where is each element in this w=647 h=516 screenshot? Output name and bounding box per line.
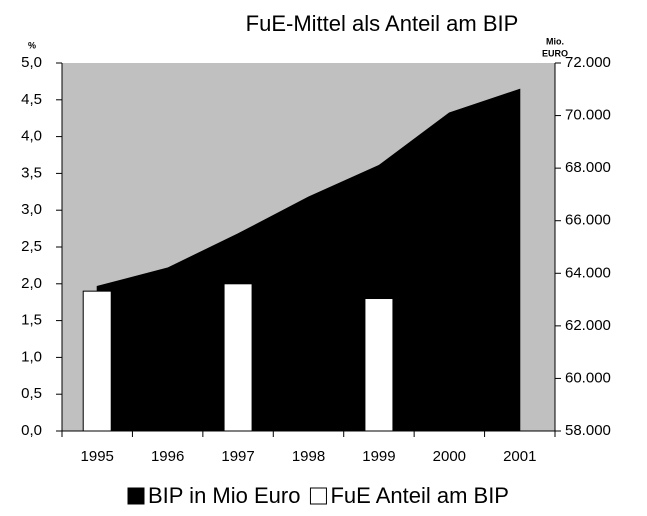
- y2-axis-label: EURO: [542, 48, 568, 58]
- y-tick-label: 4,0: [21, 128, 42, 145]
- y2-tick-label: 62.000: [565, 317, 611, 334]
- bar: [364, 298, 394, 432]
- y2-tick-label: 64.000: [565, 264, 611, 281]
- x-tick-label: 1998: [292, 448, 325, 465]
- legend-label: FuE Anteil am BIP: [330, 483, 509, 508]
- x-tick-label: 1997: [221, 448, 254, 465]
- y2-tick-label: 72.000: [565, 54, 611, 71]
- y-axis-label: %: [28, 40, 36, 50]
- area: [96, 88, 521, 432]
- legend: BIP in Mio Euro FuE Anteil am BIP: [127, 483, 509, 508]
- legend-swatch: [309, 487, 327, 505]
- y2-tick-label: 58.000: [565, 422, 611, 439]
- x-tick-label: 2000: [433, 448, 466, 465]
- chart-title: FuE-Mittel als Anteil am BIP: [246, 11, 519, 36]
- y-tick-label: 3,0: [21, 201, 42, 218]
- y-tick-label: 3,5: [21, 164, 42, 181]
- x-tick-label: 1999: [362, 448, 395, 465]
- legend-label: BIP in Mio Euro: [148, 483, 300, 508]
- y2-tick-label: 68.000: [565, 159, 611, 176]
- y2-tick-label: 70.000: [565, 107, 611, 124]
- x-tick-label: 2001: [503, 448, 536, 465]
- y2-tick-label: 60.000: [565, 369, 611, 386]
- y2-tick-label: 66.000: [565, 212, 611, 229]
- y-tick-label: 2,0: [21, 275, 42, 292]
- y-tick-label: 2,5: [21, 238, 42, 255]
- x-tick-label: 1996: [151, 448, 184, 465]
- y-tick-label: 0,5: [21, 385, 42, 402]
- y-tick-label: 4,5: [21, 91, 42, 108]
- y-tick-label: 1,5: [21, 312, 42, 329]
- y-tick-label: 0,0: [21, 422, 42, 439]
- y2-axis-label: Mio.: [546, 36, 564, 46]
- y-tick-label: 1,0: [21, 348, 42, 365]
- bar: [82, 290, 112, 432]
- y-tick-label: 5,0: [21, 54, 42, 71]
- x-tick-label: 1995: [81, 448, 114, 465]
- legend-swatch: [127, 487, 145, 505]
- bar: [223, 283, 253, 432]
